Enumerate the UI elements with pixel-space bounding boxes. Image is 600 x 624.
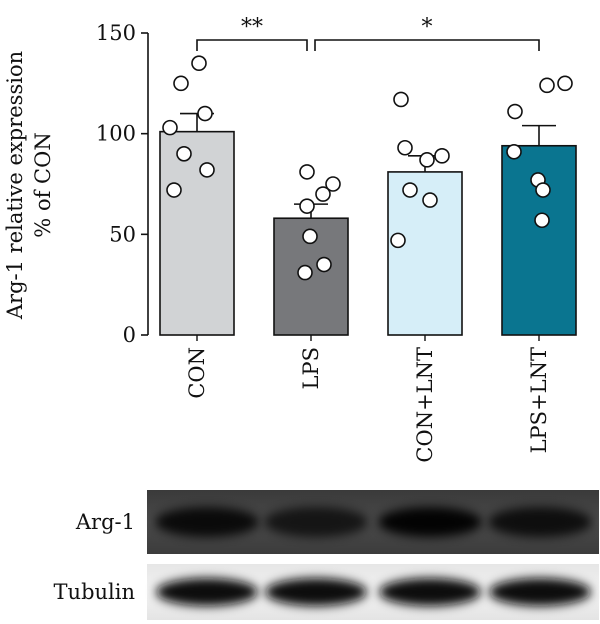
blot-row-label: Tubulin: [54, 580, 135, 604]
data-point: [166, 182, 182, 198]
blot-band: [489, 578, 591, 606]
blot-band: [264, 507, 368, 537]
data-point: [507, 103, 523, 120]
data-point: [506, 143, 522, 160]
significance-label: **: [241, 15, 263, 40]
data-point: [419, 152, 435, 168]
x-tick-label: CON: [185, 347, 209, 399]
y-axis-label-line1: Arg-1 relative expression: [3, 51, 27, 320]
significance-bracket: [196, 39, 308, 51]
significance-brackets: ** *: [196, 15, 540, 51]
data-point: [402, 182, 418, 198]
significance-bracket: [314, 39, 540, 51]
data-point: [434, 148, 450, 164]
y-tick-label: 100: [96, 122, 136, 146]
x-tick-label: LPS: [299, 347, 323, 389]
blot-band: [156, 578, 258, 606]
blot-band: [155, 507, 259, 537]
data-points: [162, 55, 573, 281]
x-tick-labels: CON LPS CON+LNT LPS+LNT: [185, 335, 551, 463]
data-point: [299, 164, 315, 180]
bars: [159, 130, 577, 336]
data-point: [422, 192, 438, 208]
data-point: [557, 75, 573, 92]
data-point: [173, 75, 189, 92]
y-tick-label: 150: [96, 21, 136, 45]
western-blot: Arg-1 Tubulin: [54, 490, 599, 620]
data-point: [397, 139, 413, 156]
data-point: [299, 198, 315, 214]
data-point: [302, 228, 318, 245]
bar-con: [159, 130, 235, 336]
blot-band: [265, 578, 367, 606]
blot-row-label: Arg-1: [75, 510, 135, 534]
data-point: [539, 77, 555, 94]
x-tick-label: CON+LNT: [413, 347, 437, 463]
data-point: [197, 105, 213, 122]
data-point: [191, 55, 207, 72]
blot-band: [488, 507, 592, 537]
y-tick-label: 50: [109, 222, 136, 246]
data-point: [199, 162, 215, 178]
data-point: [315, 186, 331, 202]
y-axis: 0 50 100 150: [96, 21, 149, 347]
y-tick-label: 0: [123, 323, 136, 347]
data-point: [390, 232, 406, 249]
error-bars: [180, 112, 556, 219]
blot-band: [379, 578, 481, 606]
data-point: [316, 256, 332, 273]
data-point: [162, 119, 178, 136]
data-point: [297, 264, 313, 281]
blot-band: [378, 507, 482, 537]
x-tick-label: LPS+LNT: [527, 347, 551, 453]
data-point: [176, 146, 192, 162]
data-point: [535, 182, 551, 198]
y-axis-label-line2: % of CON: [31, 132, 55, 237]
data-point: [393, 91, 409, 108]
significance-label: *: [422, 15, 433, 40]
data-point: [325, 176, 341, 192]
data-point: [534, 212, 550, 229]
